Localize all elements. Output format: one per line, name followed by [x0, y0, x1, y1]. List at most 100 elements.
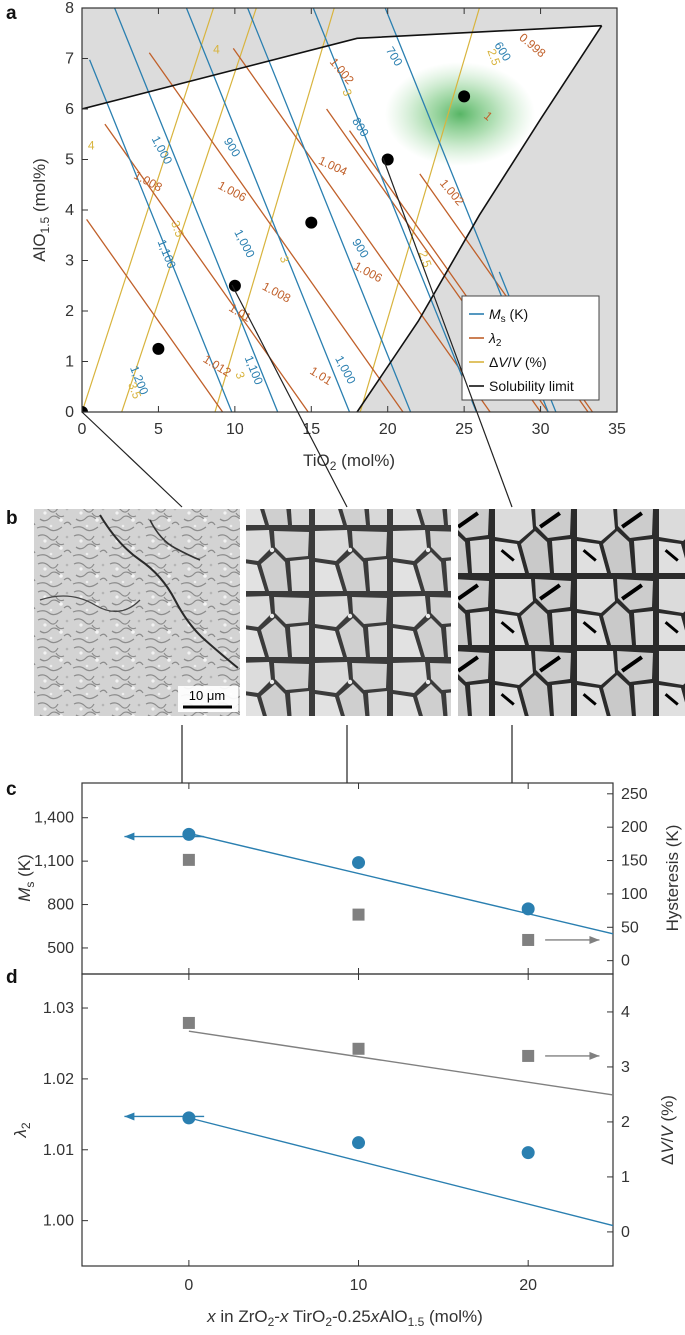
sample-points	[82, 90, 471, 412]
scale-bar-label: 10 μm	[189, 688, 225, 703]
legend-item-lambda2: λ2	[488, 330, 502, 349]
y-tick-label: 500	[47, 940, 74, 957]
y2-tick-label: 2	[621, 1114, 630, 1131]
x-tick-label-a: 20	[379, 421, 397, 438]
data-point-square	[522, 1049, 535, 1062]
contour-label-dvv: 2.5	[484, 47, 503, 68]
data-point-circle	[352, 1136, 366, 1150]
x-tick-label-a: 30	[532, 421, 550, 438]
x-tick-label-a: 35	[608, 421, 626, 438]
contour-label-dvv: 3.5	[168, 219, 187, 240]
y-axis-label-a: AlO1.5 (mol%)	[30, 158, 52, 262]
x-tick-label: 10	[350, 1277, 368, 1294]
y2-axis-label-d: ΔV/V (%)	[658, 1095, 677, 1165]
y-tick-label: 1,400	[34, 810, 74, 827]
contour-line-dvv	[214, 8, 335, 412]
x-tick-label-a: 5	[154, 421, 163, 438]
data-point-square	[352, 908, 365, 921]
panel-label-d: d	[6, 967, 18, 988]
micrograph-x0: 10 μm	[34, 509, 240, 716]
x-axis-label-a: TiO2 (mol%)	[303, 451, 395, 473]
y2-tick-label: 250	[621, 786, 648, 803]
y-tick-label-a: 2	[65, 303, 74, 320]
x-tick-label: 0	[184, 1277, 193, 1294]
y-tick-label: 1.01	[43, 1142, 74, 1159]
contour-line-ms	[88, 59, 233, 412]
connectors-a-to-b	[81, 157, 513, 508]
sample-point	[305, 216, 318, 229]
y-axis-label-d: λ2	[11, 1122, 33, 1138]
arrow-head	[589, 1051, 600, 1060]
y-tick-label: 1,100	[34, 853, 74, 870]
sample-point	[458, 90, 471, 103]
y-tick-label: 1.02	[43, 1071, 74, 1088]
contour-label-dvv: 4	[213, 43, 220, 57]
plot-frame-d	[81, 973, 614, 1267]
contour-line-ms	[246, 8, 412, 412]
data-point-circle	[521, 1146, 535, 1160]
fit-line	[188, 1117, 614, 1227]
fit-line	[188, 1030, 614, 1096]
y-tick-labels-a: 0 1 2 3 4 5 6 7 8	[65, 0, 74, 421]
x-tick-label-a: 25	[455, 421, 473, 438]
y2-tick-label: 100	[621, 886, 648, 903]
x-axis-label-d: x in ZrO2-x TirO2-0.25xAlO1.5 (mol%)	[206, 1307, 483, 1329]
data-marks-d	[124, 1016, 614, 1227]
sample-point	[152, 342, 165, 355]
axis-ticks-a	[81, 7, 618, 413]
legend-item-dvv: ΔV/V (%)	[489, 354, 547, 370]
contour-line-dvv	[82, 8, 215, 412]
contour-line-lambda2	[86, 219, 224, 412]
data-point-circle	[521, 902, 535, 916]
x-tick-label: 20	[519, 1277, 537, 1294]
optimal-composition-zone	[385, 62, 535, 166]
contour-lines	[82, 8, 594, 412]
contour-line-ms	[185, 8, 351, 412]
solubility-limit-upper	[82, 24, 602, 110]
micrographs: 10 μm	[34, 509, 685, 716]
contour-line-ms	[113, 8, 279, 412]
data-point-square	[182, 853, 195, 866]
data-point-square	[522, 933, 535, 946]
y-tick-label-a: 8	[65, 0, 74, 17]
x-tick-label-a: 15	[302, 421, 320, 438]
data-point-circle	[182, 827, 196, 841]
contour-line-lambda2	[148, 52, 404, 412]
data-point-circle	[352, 856, 366, 870]
data-point-circle	[182, 1111, 196, 1125]
y2-tick-label: 0	[621, 953, 630, 970]
y-tick-label-a: 0	[65, 404, 74, 421]
y-tick-label-a: 3	[65, 253, 74, 270]
panel-label-c: c	[6, 779, 17, 800]
contour-label-dvv: 3	[232, 370, 248, 381]
x-tick-labels-a: 0 5 10 15 20 25 30 35	[78, 421, 626, 438]
arrow-head	[589, 935, 600, 944]
y-axis-label-c: Ms (K)	[15, 854, 37, 902]
y2-axis-label-c: Hysteresis (K)	[663, 825, 682, 932]
y-tick-label-a: 6	[65, 101, 74, 118]
panel-label-b: b	[6, 508, 18, 529]
legend-a: Ms (K) λ2 ΔV/V (%) Solubility limit	[461, 295, 600, 401]
y2-tick-label: 4	[621, 1004, 630, 1021]
contour-label-dvv: 2.5	[416, 249, 435, 270]
y2-tick-label: 1	[621, 1169, 630, 1186]
arrow-head	[124, 1112, 135, 1121]
solubility-limit-lower	[356, 25, 603, 412]
y-tick-label-a: 1	[65, 354, 74, 371]
fit-line	[188, 832, 614, 935]
contour-line-lambda2	[104, 123, 309, 412]
contour-line-ms	[312, 8, 478, 412]
x-tick-label-a: 0	[78, 421, 87, 438]
sample-point	[82, 406, 88, 412]
y2-tick-label: 150	[621, 853, 648, 870]
contour-label-dvv: 3	[277, 254, 293, 265]
y-tick-label: 800	[47, 897, 74, 914]
y-tick-label: 1.03	[43, 1000, 74, 1017]
data-marks-c	[124, 827, 614, 946]
legend-item-solubility: Solubility limit	[489, 378, 574, 394]
